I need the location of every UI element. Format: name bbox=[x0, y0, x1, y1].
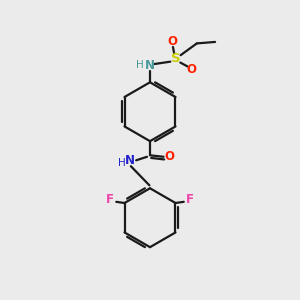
Text: H: H bbox=[118, 158, 125, 168]
Text: O: O bbox=[164, 150, 174, 163]
Text: O: O bbox=[167, 35, 177, 48]
Text: F: F bbox=[106, 193, 114, 206]
Text: S: S bbox=[171, 52, 180, 65]
Text: N: N bbox=[145, 59, 155, 72]
Text: N: N bbox=[125, 154, 135, 167]
Text: F: F bbox=[186, 193, 194, 206]
Text: H: H bbox=[136, 61, 144, 70]
Text: O: O bbox=[186, 63, 196, 76]
